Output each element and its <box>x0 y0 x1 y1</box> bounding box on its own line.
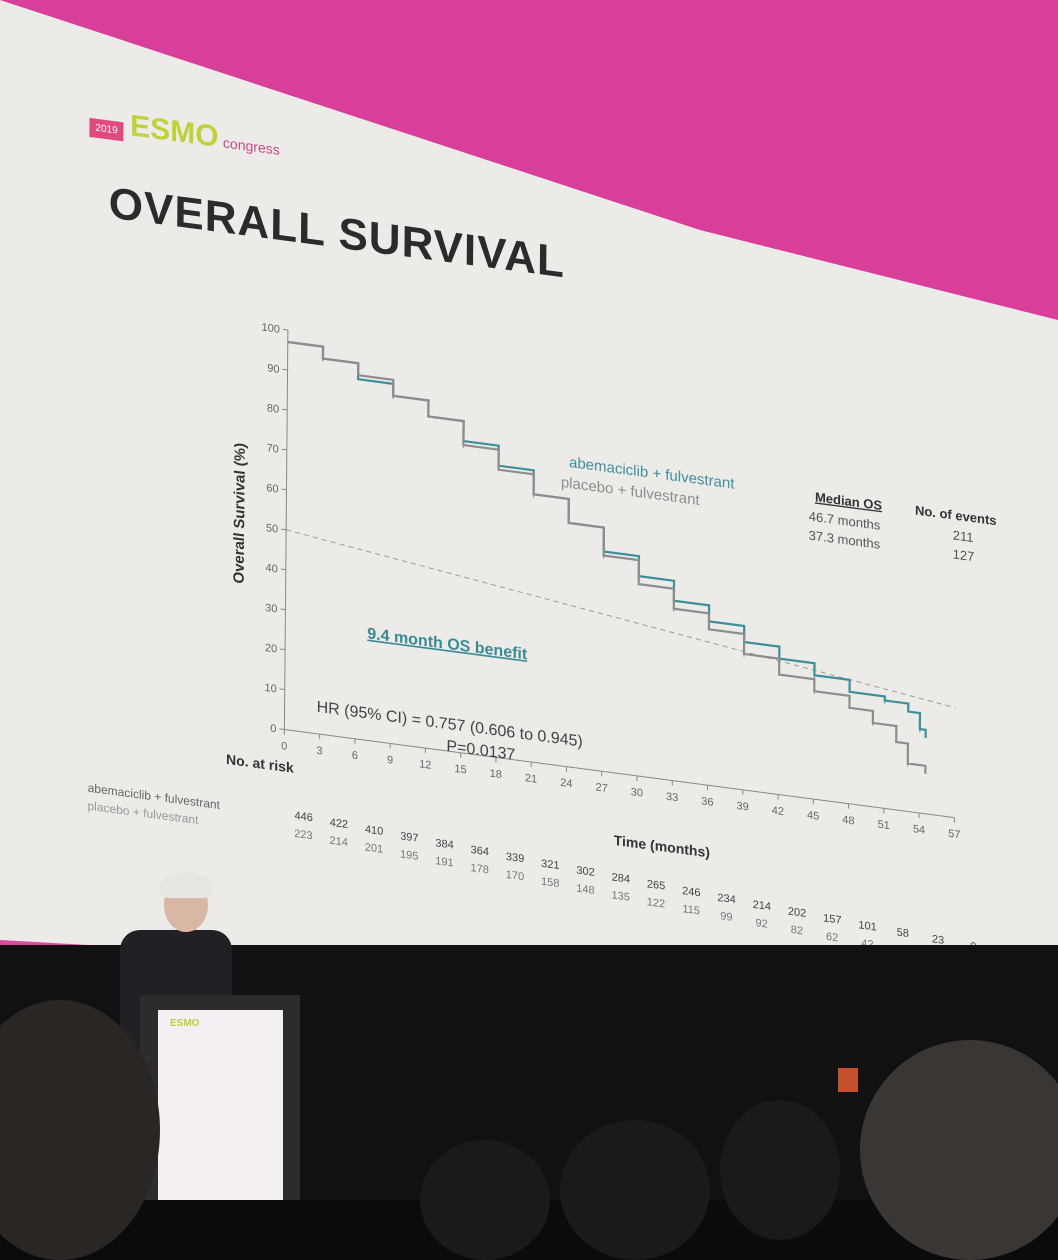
x-tick-label: 12 <box>419 758 431 772</box>
at-risk-count: 82 <box>791 924 803 938</box>
podium-screen: ESMO <box>158 1010 283 1200</box>
y-tick-label: 10 <box>264 682 276 696</box>
x-tick-label: 9 <box>387 754 393 767</box>
x-tick-label: 21 <box>525 772 537 786</box>
x-tick-label: 54 <box>913 823 925 837</box>
at-risk-count: 214 <box>330 835 348 849</box>
x-tick-label: 15 <box>454 763 466 777</box>
speaker-hair <box>160 872 212 898</box>
x-tick-label: 48 <box>842 814 854 828</box>
y-tick-label: 70 <box>267 442 279 456</box>
audience-head <box>420 1140 550 1260</box>
y-tick-label: 100 <box>261 322 279 336</box>
at-risk-count: 223 <box>294 828 312 842</box>
podium-logo: ESMO <box>170 1018 199 1029</box>
at-risk-count: 202 <box>788 906 806 920</box>
y-tick-mark <box>279 729 284 730</box>
y-tick-label: 0 <box>270 723 276 736</box>
reference-line <box>285 530 956 708</box>
y-axis-label: Overall Survival (%) <box>231 442 249 585</box>
y-tick-mark <box>281 529 286 530</box>
at-risk-count: 265 <box>647 878 665 892</box>
at-risk-count: 101 <box>858 919 876 933</box>
y-tick-label: 50 <box>266 522 278 536</box>
at-risk-count: 99 <box>720 910 732 924</box>
at-risk-count: 364 <box>471 844 489 858</box>
y-tick-label: 90 <box>267 362 279 376</box>
x-tick-label: 33 <box>666 791 678 805</box>
audience-head <box>860 1040 1058 1260</box>
events-placebo: 127 <box>953 546 975 564</box>
x-axis-line <box>284 730 954 818</box>
x-tick-label: 45 <box>807 809 819 823</box>
y-tick-mark <box>282 449 287 450</box>
audience-head <box>720 1100 840 1240</box>
x-tick-label: 57 <box>948 828 960 842</box>
y-tick-label: 60 <box>266 482 278 496</box>
x-tick-label: 42 <box>772 805 784 819</box>
at-risk-count: 170 <box>506 869 524 883</box>
at-risk-count: 302 <box>576 865 594 879</box>
at-risk-count: 148 <box>576 883 594 897</box>
y-tick-label: 40 <box>266 562 278 576</box>
at-risk-count: 58 <box>897 927 909 941</box>
y-tick-label: 80 <box>267 402 279 416</box>
x-tick-label: 36 <box>701 795 713 809</box>
y-tick-mark <box>282 489 287 490</box>
at-risk-count: 284 <box>612 871 630 885</box>
at-risk-count: 234 <box>717 892 735 906</box>
at-risk-count: 115 <box>682 903 700 917</box>
y-tick-mark <box>283 369 288 370</box>
at-risk-count: 422 <box>330 817 348 831</box>
at-risk-count: 195 <box>400 848 418 862</box>
y-tick-mark <box>283 329 288 330</box>
at-risk-count: 339 <box>506 851 524 865</box>
median-os-header: Median OS <box>815 489 883 513</box>
y-tick-label: 30 <box>265 602 277 616</box>
at-risk-count: 157 <box>823 912 841 926</box>
at-risk-count: 62 <box>826 931 838 945</box>
x-tick-label: 0 <box>281 740 287 753</box>
x-tick-label: 18 <box>490 768 502 782</box>
at-risk-count: 321 <box>541 858 559 872</box>
at-risk-count: 214 <box>753 899 771 913</box>
at-risk-count: 446 <box>294 810 312 824</box>
at-risk-count: 122 <box>647 896 665 910</box>
y-tick-label: 20 <box>265 642 277 656</box>
at-risk-count: 158 <box>541 876 559 890</box>
at-risk-count: 246 <box>682 885 700 899</box>
at-risk-count: 135 <box>611 889 629 903</box>
x-tick-label: 27 <box>595 781 607 795</box>
at-risk-count: 397 <box>400 830 418 844</box>
x-tick-label: 24 <box>560 777 572 791</box>
x-tick-label: 51 <box>878 819 890 833</box>
at-risk-count: 384 <box>435 837 453 851</box>
p-value-text: P=0.0137 <box>446 737 515 764</box>
y-tick-mark <box>281 569 286 570</box>
x-axis-label: Time (months) <box>614 832 710 861</box>
y-tick-mark <box>280 609 285 610</box>
audience-head <box>560 1120 710 1260</box>
at-risk-count: 191 <box>435 855 453 869</box>
median-reference-line <box>285 530 956 708</box>
at-risk-title: No. at risk <box>226 751 294 776</box>
at-risk-count: 178 <box>470 862 488 876</box>
y-tick-mark <box>280 649 285 650</box>
at-risk-count: 201 <box>365 842 383 856</box>
x-tick-label: 30 <box>631 786 643 800</box>
exit-sign <box>838 1068 858 1092</box>
y-tick-mark <box>280 689 285 690</box>
events-abemaciclib: 211 <box>953 527 974 545</box>
at-risk-count: 92 <box>755 917 767 931</box>
y-tick-mark <box>282 409 287 410</box>
events-header: No. of events <box>915 503 997 529</box>
at-risk-count: 410 <box>365 824 383 838</box>
x-tick-label: 3 <box>316 745 322 758</box>
os-benefit-note: 9.4 month OS benefit <box>367 625 528 664</box>
x-tick-label: 39 <box>736 800 748 814</box>
x-tick-label: 6 <box>352 749 358 762</box>
